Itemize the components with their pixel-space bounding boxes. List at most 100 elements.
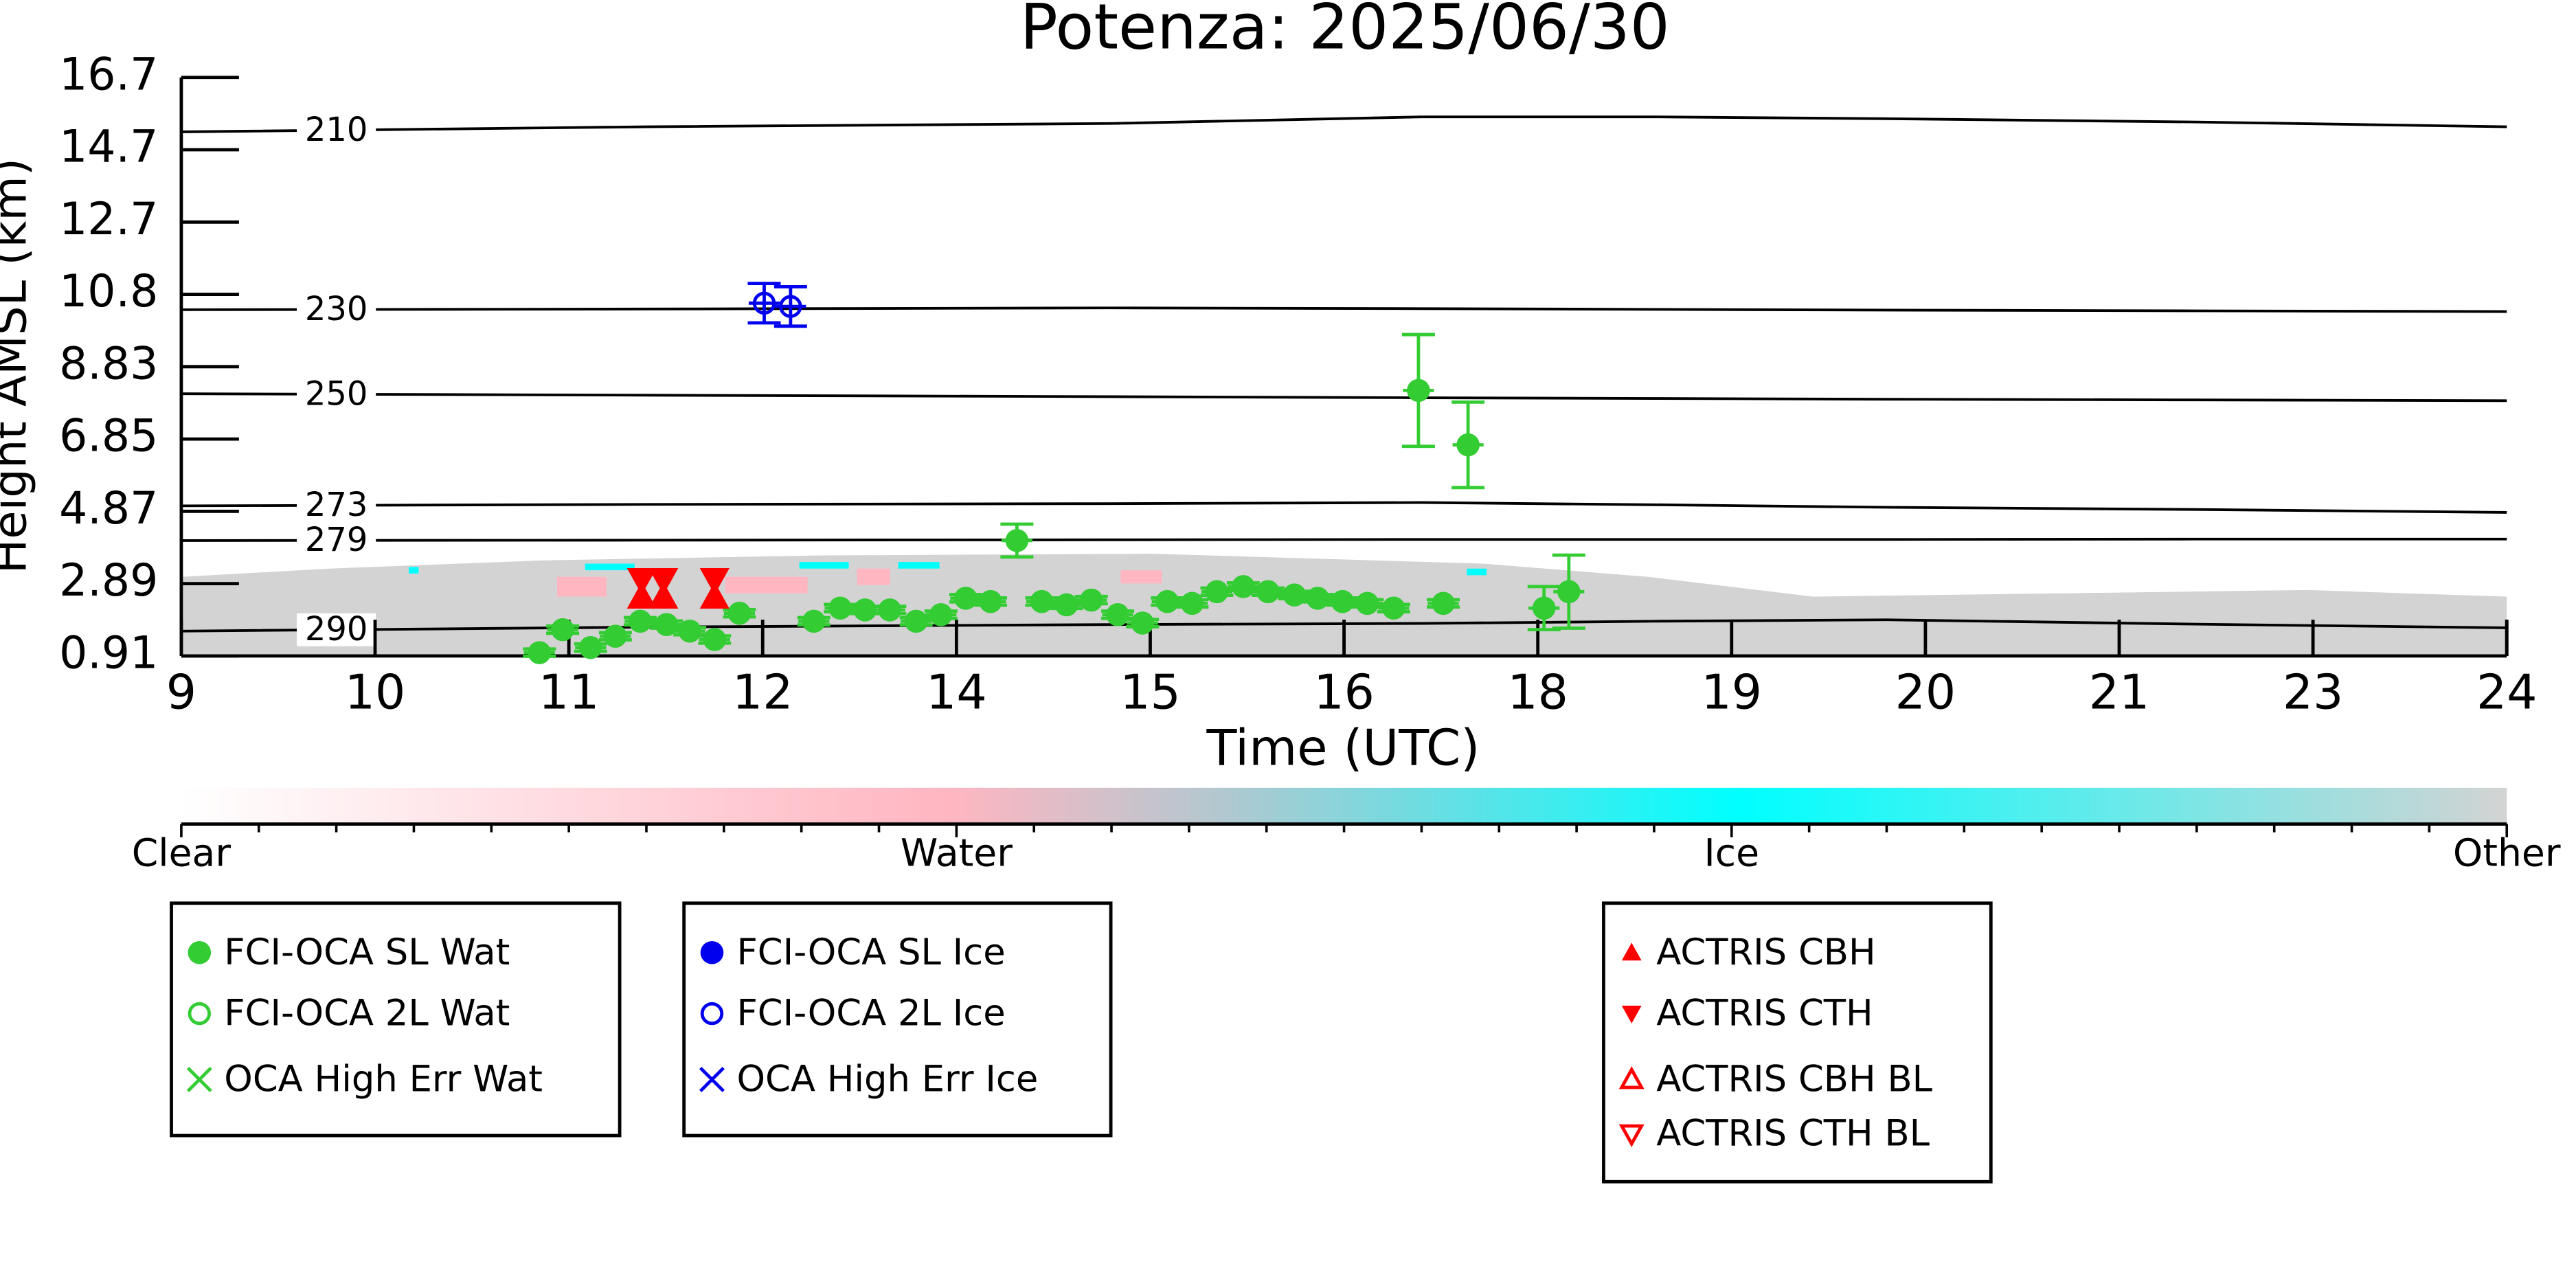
marker bbox=[703, 628, 727, 651]
y-axis-label: Height AMSL (km) bbox=[0, 158, 37, 574]
legend-marker bbox=[1618, 1066, 1645, 1089]
marker bbox=[604, 624, 627, 648]
x-tick-label: 16 bbox=[1313, 665, 1375, 721]
y-tick-label: 6.85 bbox=[59, 411, 158, 462]
x-tick-label: 12 bbox=[732, 665, 793, 721]
marker bbox=[699, 582, 730, 609]
y-tick-label: 10.8 bbox=[59, 266, 158, 317]
legend-label: OCA High Err Ice bbox=[736, 1059, 1038, 1100]
x-tick-label: 19 bbox=[1702, 665, 1763, 721]
legend-marker bbox=[700, 1002, 724, 1026]
marker bbox=[1054, 593, 1078, 617]
colorbar-label: Ice bbox=[1704, 831, 1760, 875]
marker bbox=[1131, 611, 1154, 635]
y-tick-label: 16.7 bbox=[59, 49, 158, 100]
contour-label: 279 bbox=[305, 521, 368, 559]
x-tick-label: 18 bbox=[1507, 665, 1568, 721]
marker bbox=[802, 609, 826, 633]
marker bbox=[853, 598, 877, 622]
legend-marker bbox=[188, 1002, 211, 1026]
y-tick-label: 4.87 bbox=[59, 483, 158, 534]
marker bbox=[678, 619, 701, 643]
marker bbox=[1407, 379, 1430, 403]
legend-label: OCA High Err Wat bbox=[224, 1059, 543, 1100]
legend-marker bbox=[1618, 1124, 1645, 1148]
marker bbox=[1205, 580, 1229, 604]
x-tick-label: 9 bbox=[166, 665, 196, 721]
marker bbox=[528, 641, 552, 664]
legend-marker bbox=[186, 1067, 212, 1092]
contour-label-bg bbox=[297, 613, 376, 646]
water-speckles bbox=[556, 568, 1162, 597]
marker bbox=[1456, 433, 1480, 457]
legend-label: ACTRIS CBH BL bbox=[1656, 1059, 1932, 1100]
marker bbox=[1180, 591, 1204, 615]
marker bbox=[655, 613, 679, 636]
marker bbox=[1331, 589, 1355, 613]
legend-marker bbox=[699, 1067, 725, 1092]
marker bbox=[1030, 589, 1054, 613]
marker bbox=[1532, 596, 1556, 620]
contour-label: 230 bbox=[305, 290, 368, 328]
legend-label: FCI-OCA 2L Ice bbox=[736, 993, 1005, 1035]
legend-label: FCI-OCA 2L Wat bbox=[224, 993, 510, 1035]
contour-label: 210 bbox=[305, 111, 368, 149]
legend-marker bbox=[188, 940, 212, 964]
legend-label: ACTRIS CTH BL bbox=[1656, 1113, 1930, 1155]
x-tick-label: 14 bbox=[926, 665, 987, 721]
x-tick-label: 11 bbox=[539, 665, 600, 721]
marker bbox=[954, 587, 978, 610]
x-tick-label: 21 bbox=[2089, 665, 2150, 721]
contour-label: 250 bbox=[305, 374, 368, 413]
marker bbox=[878, 598, 902, 622]
contour-line bbox=[181, 392, 2507, 403]
x-tick-label: 24 bbox=[2476, 665, 2538, 721]
legend-box bbox=[170, 901, 622, 1138]
legend-marker bbox=[1621, 1006, 1642, 1024]
marker bbox=[979, 589, 1002, 613]
colorbar-label: Water bbox=[901, 831, 1013, 875]
legend-label: FCI-OCA SL Ice bbox=[736, 931, 1005, 973]
marker bbox=[1155, 589, 1179, 613]
marker bbox=[648, 568, 679, 595]
contour-label-bg bbox=[297, 293, 376, 326]
contour-label: 290 bbox=[305, 610, 368, 648]
y-tick-label: 2.89 bbox=[59, 555, 158, 607]
ice-speckles bbox=[409, 562, 1487, 576]
legend-box bbox=[682, 901, 1113, 1138]
marker bbox=[929, 603, 953, 626]
colorbar-label: Other bbox=[2453, 831, 2561, 875]
marker bbox=[626, 582, 657, 609]
marker bbox=[1432, 591, 1455, 615]
marker bbox=[779, 295, 802, 318]
marker bbox=[626, 568, 657, 595]
marker bbox=[752, 291, 776, 315]
marker bbox=[1106, 603, 1129, 626]
marker bbox=[578, 635, 602, 659]
contour-label-bg bbox=[297, 488, 376, 522]
legend-marker bbox=[700, 940, 724, 964]
contour-label-bg bbox=[297, 523, 376, 557]
marker bbox=[1306, 587, 1330, 610]
marker bbox=[648, 582, 679, 609]
x-tick-label: 23 bbox=[2283, 665, 2344, 721]
marker bbox=[551, 618, 574, 642]
contour-line bbox=[181, 306, 2507, 313]
marker bbox=[904, 609, 928, 633]
marker bbox=[1079, 588, 1103, 612]
legend-marker bbox=[1621, 942, 1642, 961]
contour-label: 273 bbox=[305, 486, 368, 524]
marker bbox=[699, 568, 730, 595]
marker bbox=[629, 609, 652, 633]
legend-box bbox=[1602, 901, 1993, 1184]
marker bbox=[1283, 583, 1307, 607]
contour-label-bg bbox=[297, 113, 376, 147]
chart-title: Potenza: 2025/06/30 bbox=[1020, 0, 1670, 63]
marker bbox=[1557, 580, 1581, 604]
legend-label: ACTRIS CTH bbox=[1656, 993, 1873, 1035]
colorbar bbox=[181, 787, 2507, 824]
x-tick-label: 10 bbox=[345, 665, 406, 721]
y-tick-label: 12.7 bbox=[59, 194, 158, 245]
